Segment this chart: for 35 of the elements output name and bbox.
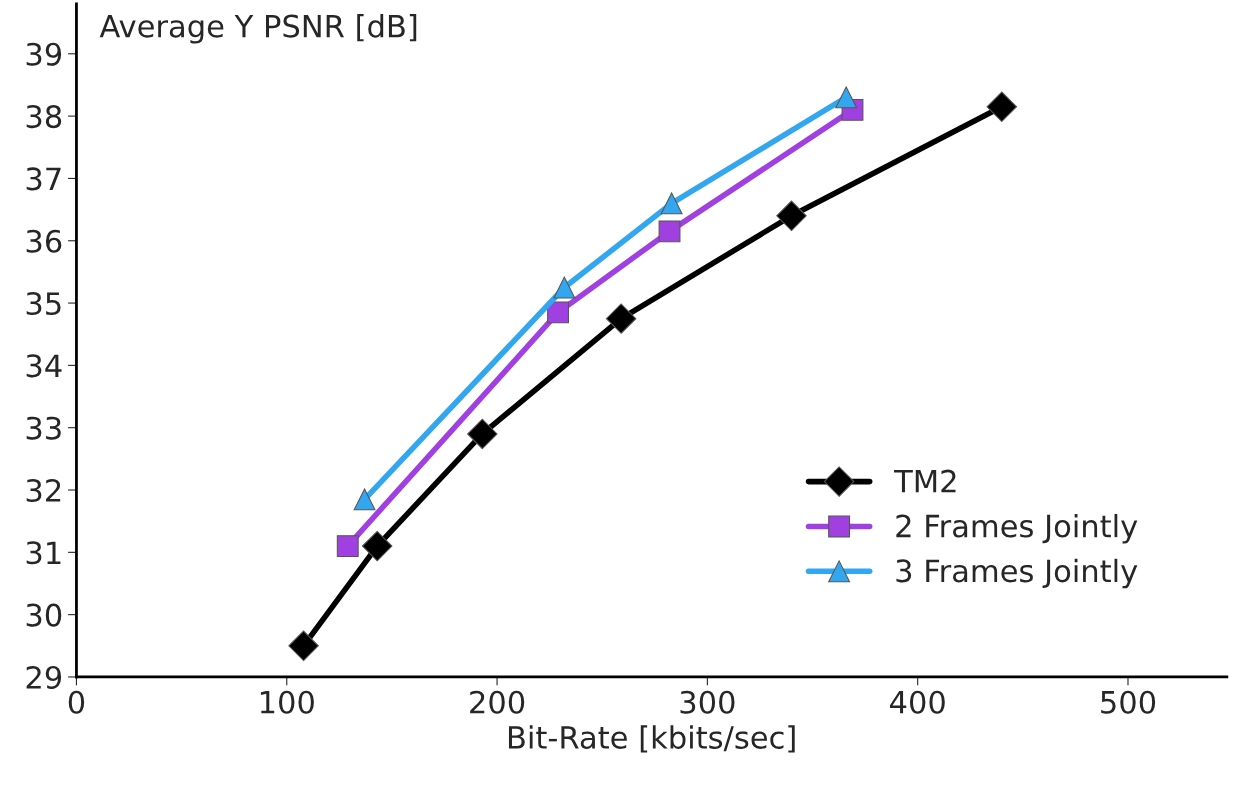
y-tick-label: 32 (26, 478, 61, 503)
x-tick-label: 200 (470, 690, 525, 714)
point (353, 488, 376, 511)
x-tick-label: 100 (260, 690, 314, 714)
legend-label: 2 Frames Jointly (896, 513, 1138, 544)
legend-label: TM2 (894, 469, 956, 493)
point (835, 86, 858, 109)
point (336, 535, 359, 558)
point (467, 418, 498, 450)
y-axis-title: Average Y PSNR [dB] (99, 14, 417, 44)
point (553, 276, 576, 299)
x-tick-label: 0 (68, 690, 85, 714)
y-tick-label: 36 (26, 229, 62, 253)
point (660, 192, 683, 215)
point (986, 91, 1018, 123)
y-tick-label: 33 (26, 416, 61, 440)
x-tick-label: 500 (1101, 690, 1156, 714)
x-axis-title: Bit-Rate [kbits/sec] (508, 725, 795, 753)
point (361, 530, 393, 562)
y-tick-label: 37 (26, 167, 61, 191)
x-tick-label: 400 (890, 690, 945, 714)
legend-label: 3 Frames Jointly (896, 558, 1138, 589)
y-tick-label: 34 (26, 354, 62, 378)
y-tick-label: 38 (26, 105, 62, 129)
point (605, 303, 637, 334)
point (288, 630, 319, 662)
point (658, 220, 681, 243)
point (776, 200, 807, 232)
point (547, 301, 569, 324)
y-tick-label: 29 (26, 665, 62, 690)
y-tick-label: 30 (26, 603, 62, 627)
y-tick-label: 39 (26, 42, 62, 66)
y-tick-label: 31 (26, 541, 61, 565)
x-tick-label: 300 (680, 690, 735, 714)
y-tick-label: 35 (26, 291, 61, 316)
